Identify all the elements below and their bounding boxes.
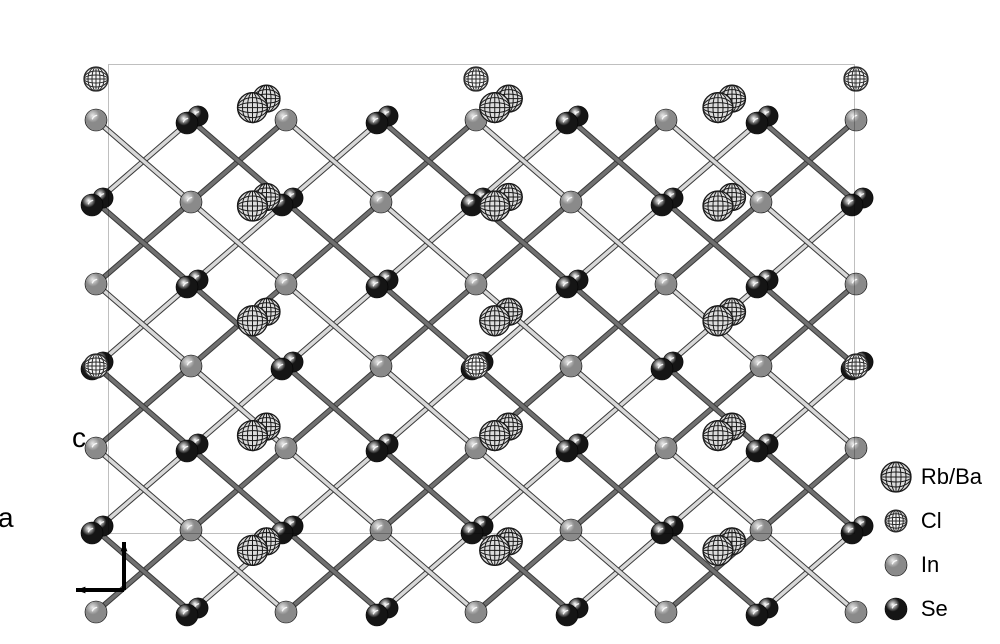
atom-in [180, 519, 202, 541]
atom-rbba [703, 421, 733, 451]
atom-in [885, 554, 907, 576]
atom-in [750, 519, 772, 541]
atom-cl [464, 354, 488, 378]
atom-in [750, 191, 772, 213]
atom-se [81, 194, 103, 216]
atom-in [275, 273, 297, 295]
atom-in [560, 519, 582, 541]
atom-in [180, 355, 202, 377]
atom-se [366, 276, 388, 298]
atom-rbba [480, 421, 510, 451]
atom-rbba [238, 421, 268, 451]
legend-label-rbba: Rb/Ba [921, 464, 982, 490]
legend-swatch-cl [879, 504, 913, 538]
legend-row-in: In [879, 548, 982, 582]
atom-in [370, 191, 392, 213]
atom-in [275, 437, 297, 459]
atom-se [746, 276, 768, 298]
atom-in [845, 109, 867, 131]
atom-rbba [238, 191, 268, 221]
atom-in [655, 601, 677, 623]
legend-row-cl: Cl [879, 504, 982, 538]
atom-in [655, 437, 677, 459]
atom-se [651, 522, 673, 544]
atom-se [176, 604, 198, 626]
atom-in [655, 109, 677, 131]
atom-cl [464, 67, 488, 91]
atom-rbba [703, 535, 733, 565]
atom-se [556, 112, 578, 134]
legend-label-cl: Cl [921, 508, 942, 534]
atom-in [655, 273, 677, 295]
atom-in [275, 601, 297, 623]
atom-rbba [480, 93, 510, 123]
axis-label-a: a [0, 502, 14, 534]
atom-rbba [238, 306, 268, 336]
crystal-structure-stage: c a Rb/Ba Cl In Se [0, 0, 1000, 644]
atom-rbba [238, 535, 268, 565]
atom-se [556, 276, 578, 298]
axis-arrows-svg [24, 500, 144, 620]
legend: Rb/Ba Cl In Se [879, 460, 982, 626]
atom-rbba [881, 462, 911, 492]
atom-in [845, 437, 867, 459]
atom-se [746, 440, 768, 462]
atom-se [556, 604, 578, 626]
atom-rbba [703, 191, 733, 221]
atom-se [841, 522, 863, 544]
atom-se [176, 440, 198, 462]
atom-se [176, 112, 198, 134]
atom-se [461, 522, 483, 544]
legend-label-in: In [921, 552, 939, 578]
atom-in [560, 355, 582, 377]
structure-svg [0, 0, 1000, 644]
atom-se [556, 440, 578, 462]
atom-cl [844, 67, 868, 91]
atom-se [366, 440, 388, 462]
atom-in [85, 273, 107, 295]
atom-se [746, 604, 768, 626]
atom-in [370, 355, 392, 377]
atom-in [845, 273, 867, 295]
atom-rbba [480, 535, 510, 565]
atom-rbba [703, 306, 733, 336]
atom-in [85, 109, 107, 131]
atom-in [85, 437, 107, 459]
legend-row-rbba: Rb/Ba [879, 460, 982, 494]
atom-se [746, 112, 768, 134]
atom-cl [84, 67, 108, 91]
atom-se [651, 194, 673, 216]
atoms-layer [81, 67, 873, 626]
legend-row-se: Se [879, 592, 982, 626]
atom-se [651, 358, 673, 380]
atom-rbba [480, 191, 510, 221]
atom-in [370, 519, 392, 541]
atom-in [465, 601, 487, 623]
atom-rbba [480, 306, 510, 336]
axis-indicator: c a [24, 500, 144, 620]
atom-in [560, 191, 582, 213]
atom-in [465, 273, 487, 295]
atom-se [271, 358, 293, 380]
atom-rbba [238, 93, 268, 123]
atom-se [841, 194, 863, 216]
axis-label-c: c [72, 422, 86, 454]
atom-se [366, 604, 388, 626]
legend-swatch-se [879, 592, 913, 626]
atom-cl [84, 354, 108, 378]
atom-se [885, 598, 907, 620]
atom-in [180, 191, 202, 213]
atom-cl [844, 354, 868, 378]
atom-cl [885, 510, 907, 532]
legend-swatch-in [879, 548, 913, 582]
atom-in [750, 355, 772, 377]
atom-se [176, 276, 198, 298]
atom-se [366, 112, 388, 134]
legend-swatch-rbba [879, 460, 913, 494]
atom-rbba [703, 93, 733, 123]
legend-label-se: Se [921, 596, 948, 622]
atom-in [275, 109, 297, 131]
atom-in [845, 601, 867, 623]
